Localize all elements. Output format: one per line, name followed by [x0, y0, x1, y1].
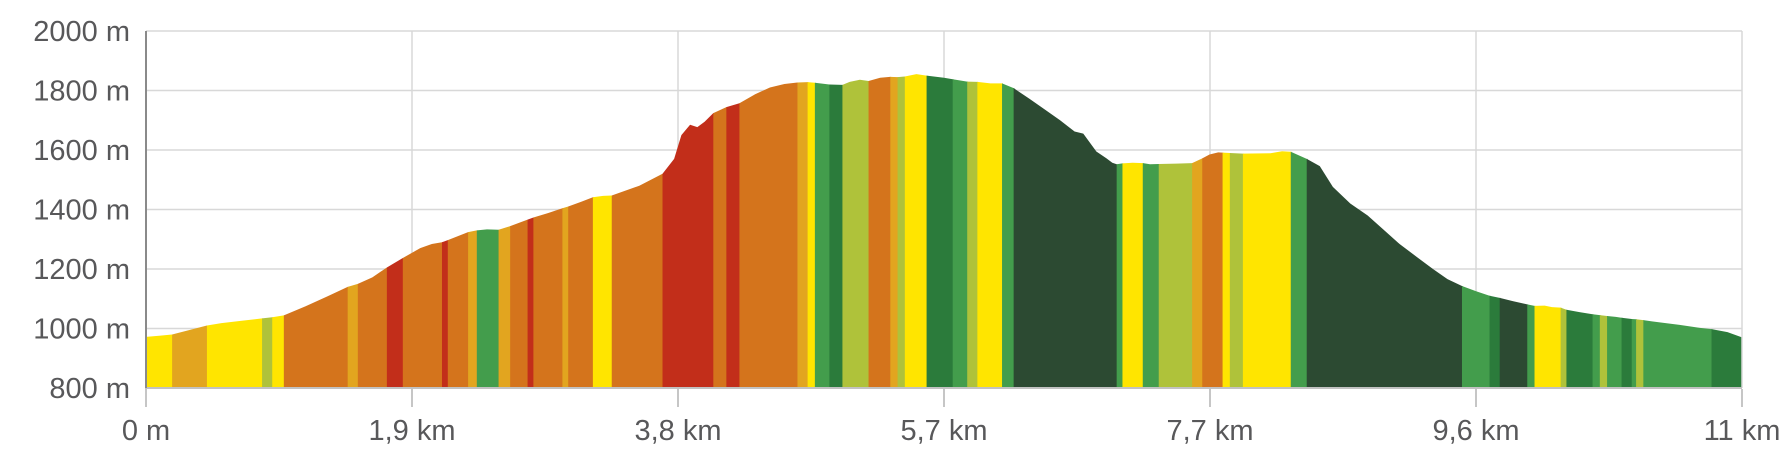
profile-segment-yellow [1222, 152, 1231, 388]
profile-segment-yellow [1242, 151, 1292, 388]
profile-segment-yellow [807, 82, 816, 389]
profile-segment-gold [347, 283, 359, 388]
profile-segment-forest [1489, 295, 1501, 388]
profile-segment-olive [1229, 152, 1244, 388]
y-axis-label: 1600 m [33, 135, 130, 167]
x-axis-label: 1,9 km [368, 415, 455, 447]
profile-segment-forest [1711, 329, 1742, 388]
profile-segment-green [1643, 320, 1713, 388]
profile-segment-orange [1202, 152, 1224, 388]
profile-segment-yellow [1122, 162, 1144, 388]
profile-segment-green [952, 79, 969, 388]
profile-segment-forest [1621, 317, 1633, 388]
profile-segment-gold [498, 226, 511, 388]
y-axis-label: 2000 m [33, 16, 130, 48]
x-axis-label: 11 km [1704, 415, 1781, 447]
profile-segment-olive [842, 79, 870, 388]
profile-segment-green [1290, 151, 1308, 388]
profile-segment-gold [172, 325, 208, 388]
profile-segment-olive [1636, 319, 1645, 388]
profile-segment-green [1461, 285, 1491, 388]
profile-segment-yellow [904, 74, 928, 388]
profile-segment-green [1002, 83, 1015, 389]
profile-segment-gold [1192, 158, 1204, 388]
x-axis-label: 9,6 km [1432, 415, 1519, 447]
profile-segment-dark [1306, 158, 1463, 388]
profile-segment-green [1527, 304, 1536, 388]
x-axis-label: 7,7 km [1166, 415, 1253, 447]
profile-segment-orange [510, 219, 529, 388]
profile-segment-red [527, 217, 535, 388]
profile-segment-dark [1499, 297, 1529, 388]
profile-segment-olive [262, 317, 274, 388]
y-axis-label: 1400 m [33, 195, 130, 227]
profile-segment-orange [868, 76, 892, 388]
profile-segment-green [1607, 316, 1623, 388]
profile-segment-yellow [977, 81, 1003, 388]
profile-segment-yellow [272, 315, 285, 388]
profile-segment-olive [1599, 315, 1608, 388]
profile-segment-gold [562, 206, 570, 388]
profile-segment-orange [611, 173, 664, 388]
profile-segment-olive [1560, 307, 1568, 388]
profile-segment-yellow [592, 195, 613, 388]
x-axis-label: 5,7 km [900, 415, 987, 447]
y-axis-label: 1800 m [33, 76, 130, 108]
profile-segment-gold [890, 76, 899, 388]
profile-segment-gold [797, 82, 809, 389]
profile-segment-olive [1158, 163, 1193, 388]
profile-segment-forest [1566, 309, 1594, 388]
profile-segment-orange [283, 286, 349, 388]
profile-segment-orange [568, 197, 594, 388]
profile-segment-olive [967, 81, 979, 388]
profile-segment-green [814, 82, 831, 388]
profile-segment-forest [926, 75, 954, 388]
profile-segment-green [1116, 163, 1124, 388]
x-axis-label: 0 m [122, 415, 170, 447]
profile-segment-orange [713, 107, 728, 388]
profile-segment-orange [357, 267, 388, 388]
profile-segment-olive [897, 76, 906, 388]
profile-segment-orange [402, 242, 443, 388]
profile-segment-red [441, 240, 449, 388]
profile-segment-red [386, 257, 404, 388]
profile-segment-green [1142, 163, 1160, 388]
profile-segment-yellow [206, 318, 263, 388]
profile-segment-orange [739, 82, 799, 388]
profile-segment-yellow [1534, 305, 1562, 388]
profile-segment-yellow [146, 334, 173, 388]
profile-segment-forest [829, 84, 844, 389]
profile-segment-red [662, 113, 715, 389]
x-axis-label: 3,8 km [634, 415, 721, 447]
y-axis-label: 800 m [49, 373, 130, 405]
profile-segment-gold [468, 230, 478, 388]
profile-segment-orange [533, 208, 564, 388]
profile-segment-orange [447, 232, 469, 388]
y-axis-label: 1000 m [33, 314, 130, 346]
profile-segment-green [476, 229, 500, 388]
y-axis-label: 1200 m [33, 254, 130, 286]
profile-segment-green [1631, 318, 1637, 388]
profile-segment-green [1592, 314, 1601, 388]
profile-segment-red [726, 103, 741, 388]
profile-segment-dark [1013, 88, 1118, 389]
